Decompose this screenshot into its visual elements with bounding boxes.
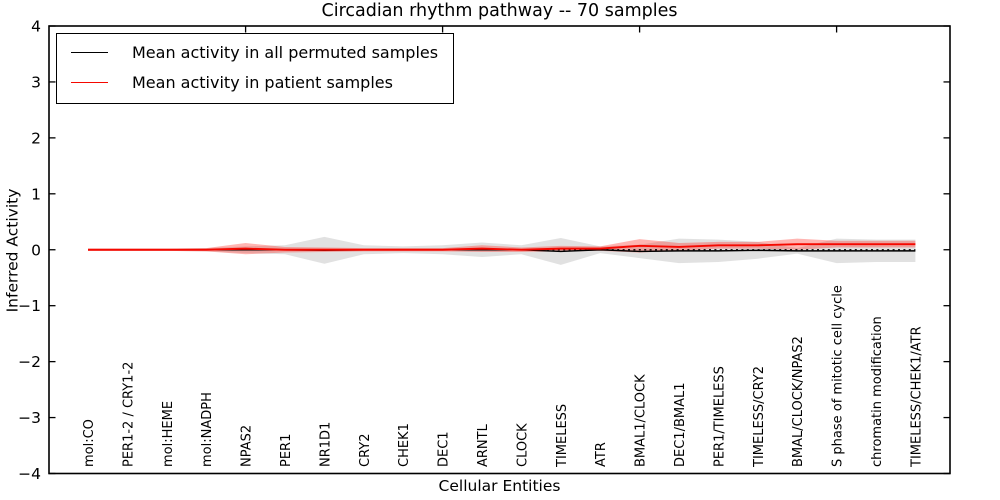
x-category-label: ATR [594, 442, 609, 467]
legend-item: Mean activity in patient samples [71, 71, 438, 94]
x-category-label: NR1D1 [318, 422, 333, 467]
x-category-label: BMAL1/CLOCK [634, 374, 649, 467]
x-category-label: CRY2 [358, 434, 373, 468]
y-axis-label: Inferred Activity [3, 188, 22, 313]
x-category-label: TIMELESS [555, 404, 570, 468]
y-tick-label: −2 [18, 353, 41, 371]
x-category-label: DEC1/BMAL1 [673, 383, 688, 468]
x-category-label: TIMELESS/CRY2 [752, 366, 767, 468]
y-tick-label: 3 [31, 73, 41, 91]
x-category-label: mol:CO [82, 419, 97, 467]
patient-mean-line [88, 243, 916, 251]
x-category-label: ARNTL [476, 423, 491, 467]
y-tick-label: −3 [18, 409, 41, 427]
x-category-label: DEC1 [437, 431, 452, 467]
x-category-label: S phase of mitotic cell cycle [831, 285, 846, 467]
legend-item: Mean activity in all permuted samples [71, 41, 438, 64]
x-category-label: TIMELESS/CHEK1/ATR [909, 326, 924, 468]
legend: Mean activity in all permuted samples Mea… [56, 33, 455, 105]
y-tick-label: −1 [18, 297, 41, 315]
x-category-label: NPAS2 [240, 425, 255, 467]
y-tick-label: −4 [18, 465, 41, 483]
x-category-label: CLOCK [515, 423, 530, 467]
x-category-label: chromatin modification [870, 316, 885, 467]
y-tick-label: 0 [31, 241, 41, 259]
x-category-label: mol:NADPH [200, 392, 215, 467]
x-category-label: BMAL/CLOCK/NPAS2 [791, 336, 806, 467]
x-axis-label: Cellular Entities [438, 477, 561, 495]
x-category-label: PER1-2 / CRY1-2 [121, 362, 136, 467]
x-category-label: PER1/TIMELESS [712, 366, 727, 467]
x-category-label: PER1 [279, 434, 294, 467]
legend-item-label: Mean activity in all permuted samples [132, 43, 439, 62]
x-category-label: mol:HEME [161, 401, 176, 467]
chart-title: Circadian rhythm pathway -- 70 samples [321, 1, 678, 21]
permuted-confidence-band [88, 236, 916, 265]
legend-line-swatch [71, 82, 108, 84]
legend-line-swatch [71, 52, 108, 54]
y-tick-label: 1 [31, 185, 41, 203]
y-tick-label: 4 [31, 18, 41, 36]
y-tick-label: 2 [31, 129, 41, 147]
legend-item-label: Mean activity in patient samples [132, 73, 393, 93]
x-category-label: CHEK1 [397, 423, 412, 467]
